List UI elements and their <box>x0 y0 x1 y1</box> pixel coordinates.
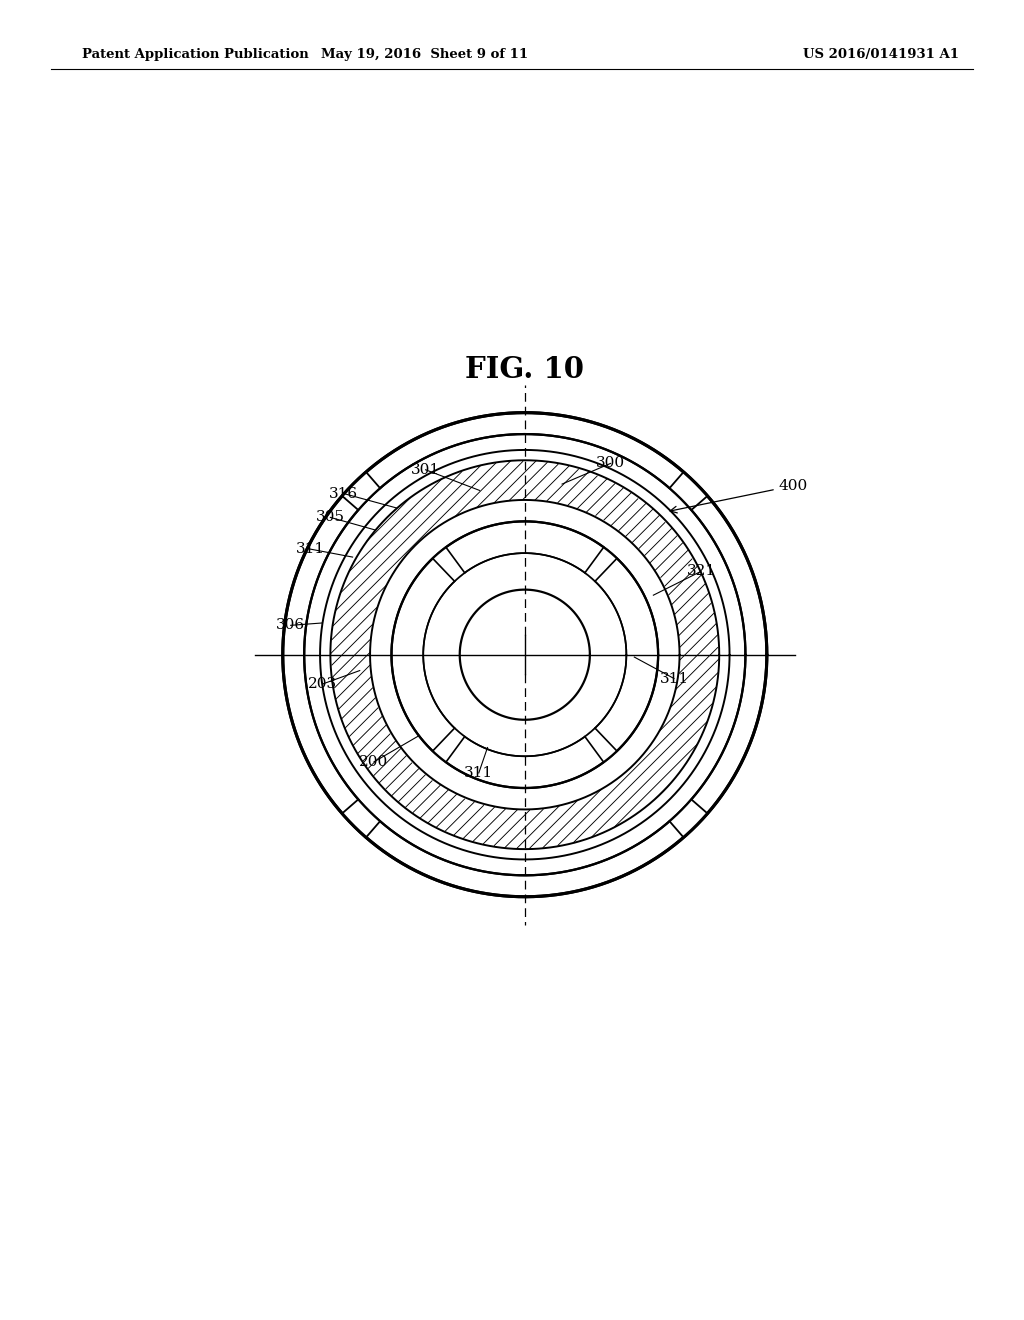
Text: Patent Application Publication: Patent Application Publication <box>82 48 308 61</box>
Text: 311: 311 <box>659 672 688 685</box>
Text: 400: 400 <box>670 479 808 513</box>
Text: 203: 203 <box>308 677 337 692</box>
Polygon shape <box>433 548 465 581</box>
Polygon shape <box>670 800 708 837</box>
Text: 311: 311 <box>464 766 494 780</box>
Polygon shape <box>342 473 380 510</box>
Text: US 2016/0141931 A1: US 2016/0141931 A1 <box>803 48 958 61</box>
Polygon shape <box>670 473 708 510</box>
Polygon shape <box>585 729 616 762</box>
Text: 305: 305 <box>315 511 345 524</box>
Text: 321: 321 <box>686 565 716 578</box>
Text: FIG. 10: FIG. 10 <box>465 355 585 384</box>
Polygon shape <box>433 729 465 762</box>
Text: May 19, 2016  Sheet 9 of 11: May 19, 2016 Sheet 9 of 11 <box>322 48 528 61</box>
Text: 301: 301 <box>411 463 440 477</box>
Polygon shape <box>342 800 380 837</box>
Text: 200: 200 <box>359 755 389 768</box>
Text: 316: 316 <box>330 487 358 500</box>
Text: 311: 311 <box>296 543 325 556</box>
Polygon shape <box>585 548 616 581</box>
Text: 306: 306 <box>276 618 305 632</box>
Text: 300: 300 <box>596 457 625 470</box>
